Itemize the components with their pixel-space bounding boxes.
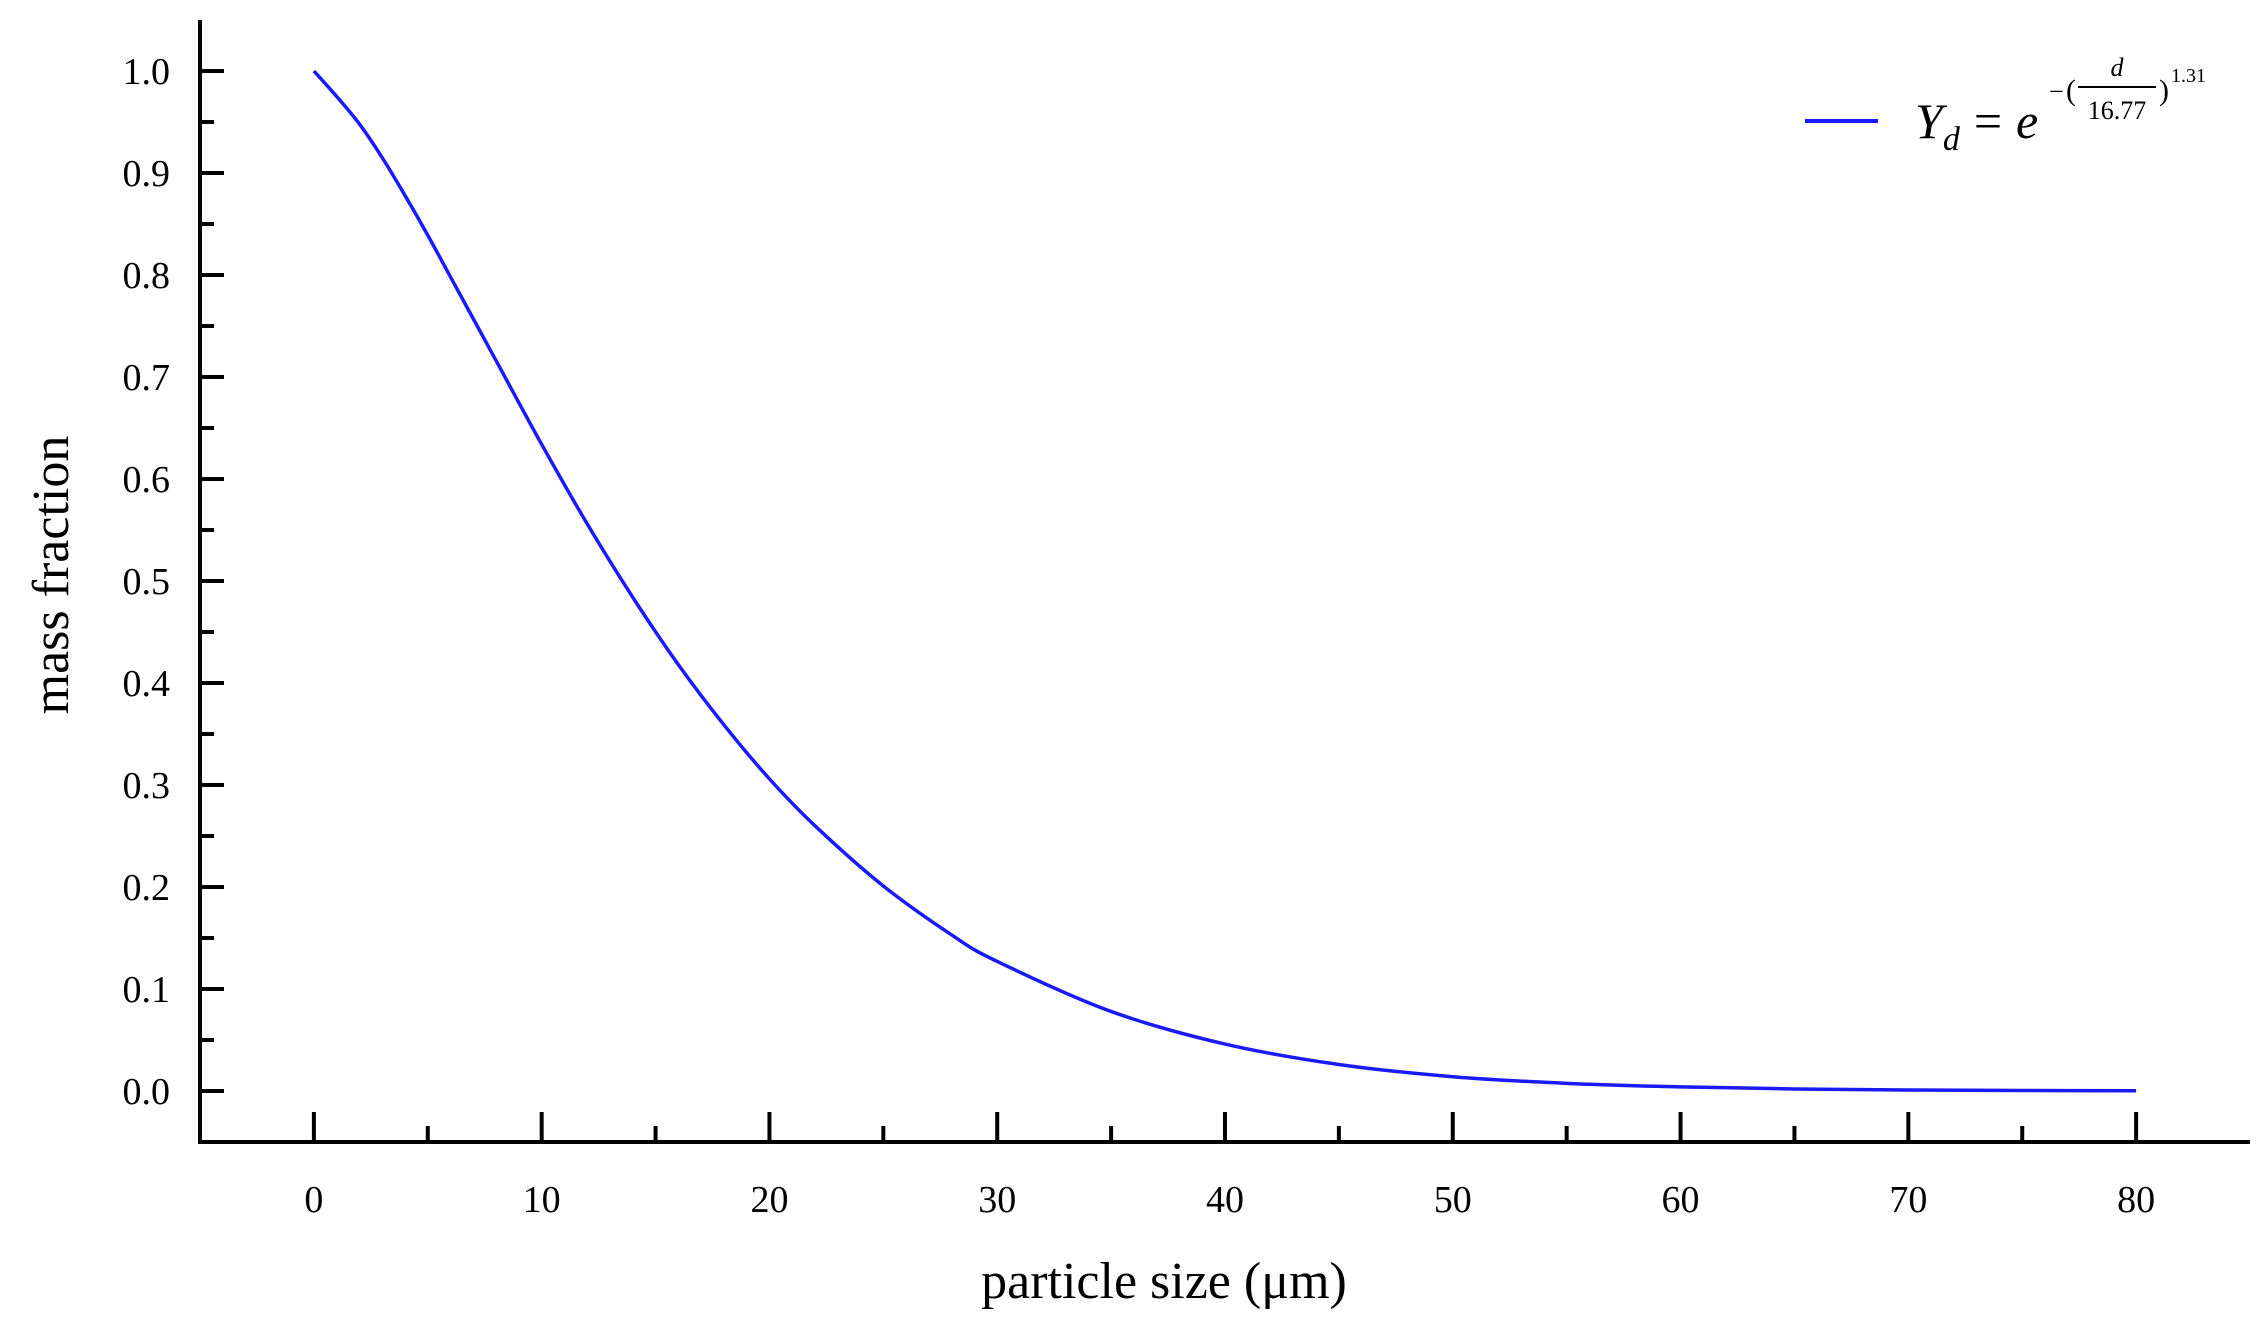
x-tick-label: 60 bbox=[1662, 1179, 1700, 1221]
legend-formula: Yd = e bbox=[1915, 93, 2038, 158]
legend-numerator: d bbox=[2111, 53, 2125, 82]
y-tick-label: 0.0 bbox=[123, 1071, 171, 1113]
x-axis-title: particle size (μm) bbox=[981, 1253, 1347, 1310]
y-tick-label: 0.3 bbox=[123, 765, 171, 807]
legend-minus: − bbox=[2049, 77, 2064, 106]
x-tick-label: 0 bbox=[304, 1179, 323, 1221]
x-tick-label: 70 bbox=[1889, 1179, 1927, 1221]
legend-subscript: d bbox=[1943, 121, 1961, 158]
series-layer bbox=[312, 69, 2137, 1093]
y-tick-label: 1.0 bbox=[123, 51, 171, 93]
x-tick-label: 80 bbox=[2117, 1179, 2155, 1221]
series-line-0 bbox=[312, 69, 2137, 1093]
y-tick-label: 0.2 bbox=[123, 867, 171, 909]
legend-denominator: 16.77 bbox=[2088, 96, 2147, 125]
legend-power: 1.31 bbox=[2171, 65, 2206, 87]
x-tick-label: 50 bbox=[1434, 1179, 1472, 1221]
y-axis-title: mass fraction bbox=[23, 436, 80, 715]
legend-close-paren: ) bbox=[2159, 74, 2169, 107]
legend-base: Y bbox=[1915, 93, 1948, 149]
legend-exp-base: e bbox=[2016, 93, 2038, 149]
legend: Yd = e − ( d 16.77 ) 1.31 bbox=[1805, 53, 2206, 158]
legend-open-paren: ( bbox=[2066, 74, 2076, 107]
y-tick-label: 0.9 bbox=[123, 153, 171, 195]
axes: 0 10 20 30 40 50 60 70 80 0.0 0.1 0.2 0.3 0.4 0.5 0.6 0.… bbox=[123, 20, 2250, 1221]
y-tick-label: 0.4 bbox=[123, 663, 171, 705]
x-tick-label: 30 bbox=[978, 1179, 1016, 1221]
y-tick-label: 0.7 bbox=[123, 357, 171, 399]
x-tick-label: 40 bbox=[1206, 1179, 1244, 1221]
x-tick-label: 20 bbox=[750, 1179, 788, 1221]
y-tick-label: 0.5 bbox=[123, 561, 171, 603]
x-tick-label: 10 bbox=[523, 1179, 561, 1221]
y-tick-label: 0.1 bbox=[123, 969, 171, 1011]
legend-equals: = bbox=[1974, 93, 2002, 149]
y-tick-label: 0.8 bbox=[123, 255, 171, 297]
y-tick-label: 0.6 bbox=[123, 459, 171, 501]
